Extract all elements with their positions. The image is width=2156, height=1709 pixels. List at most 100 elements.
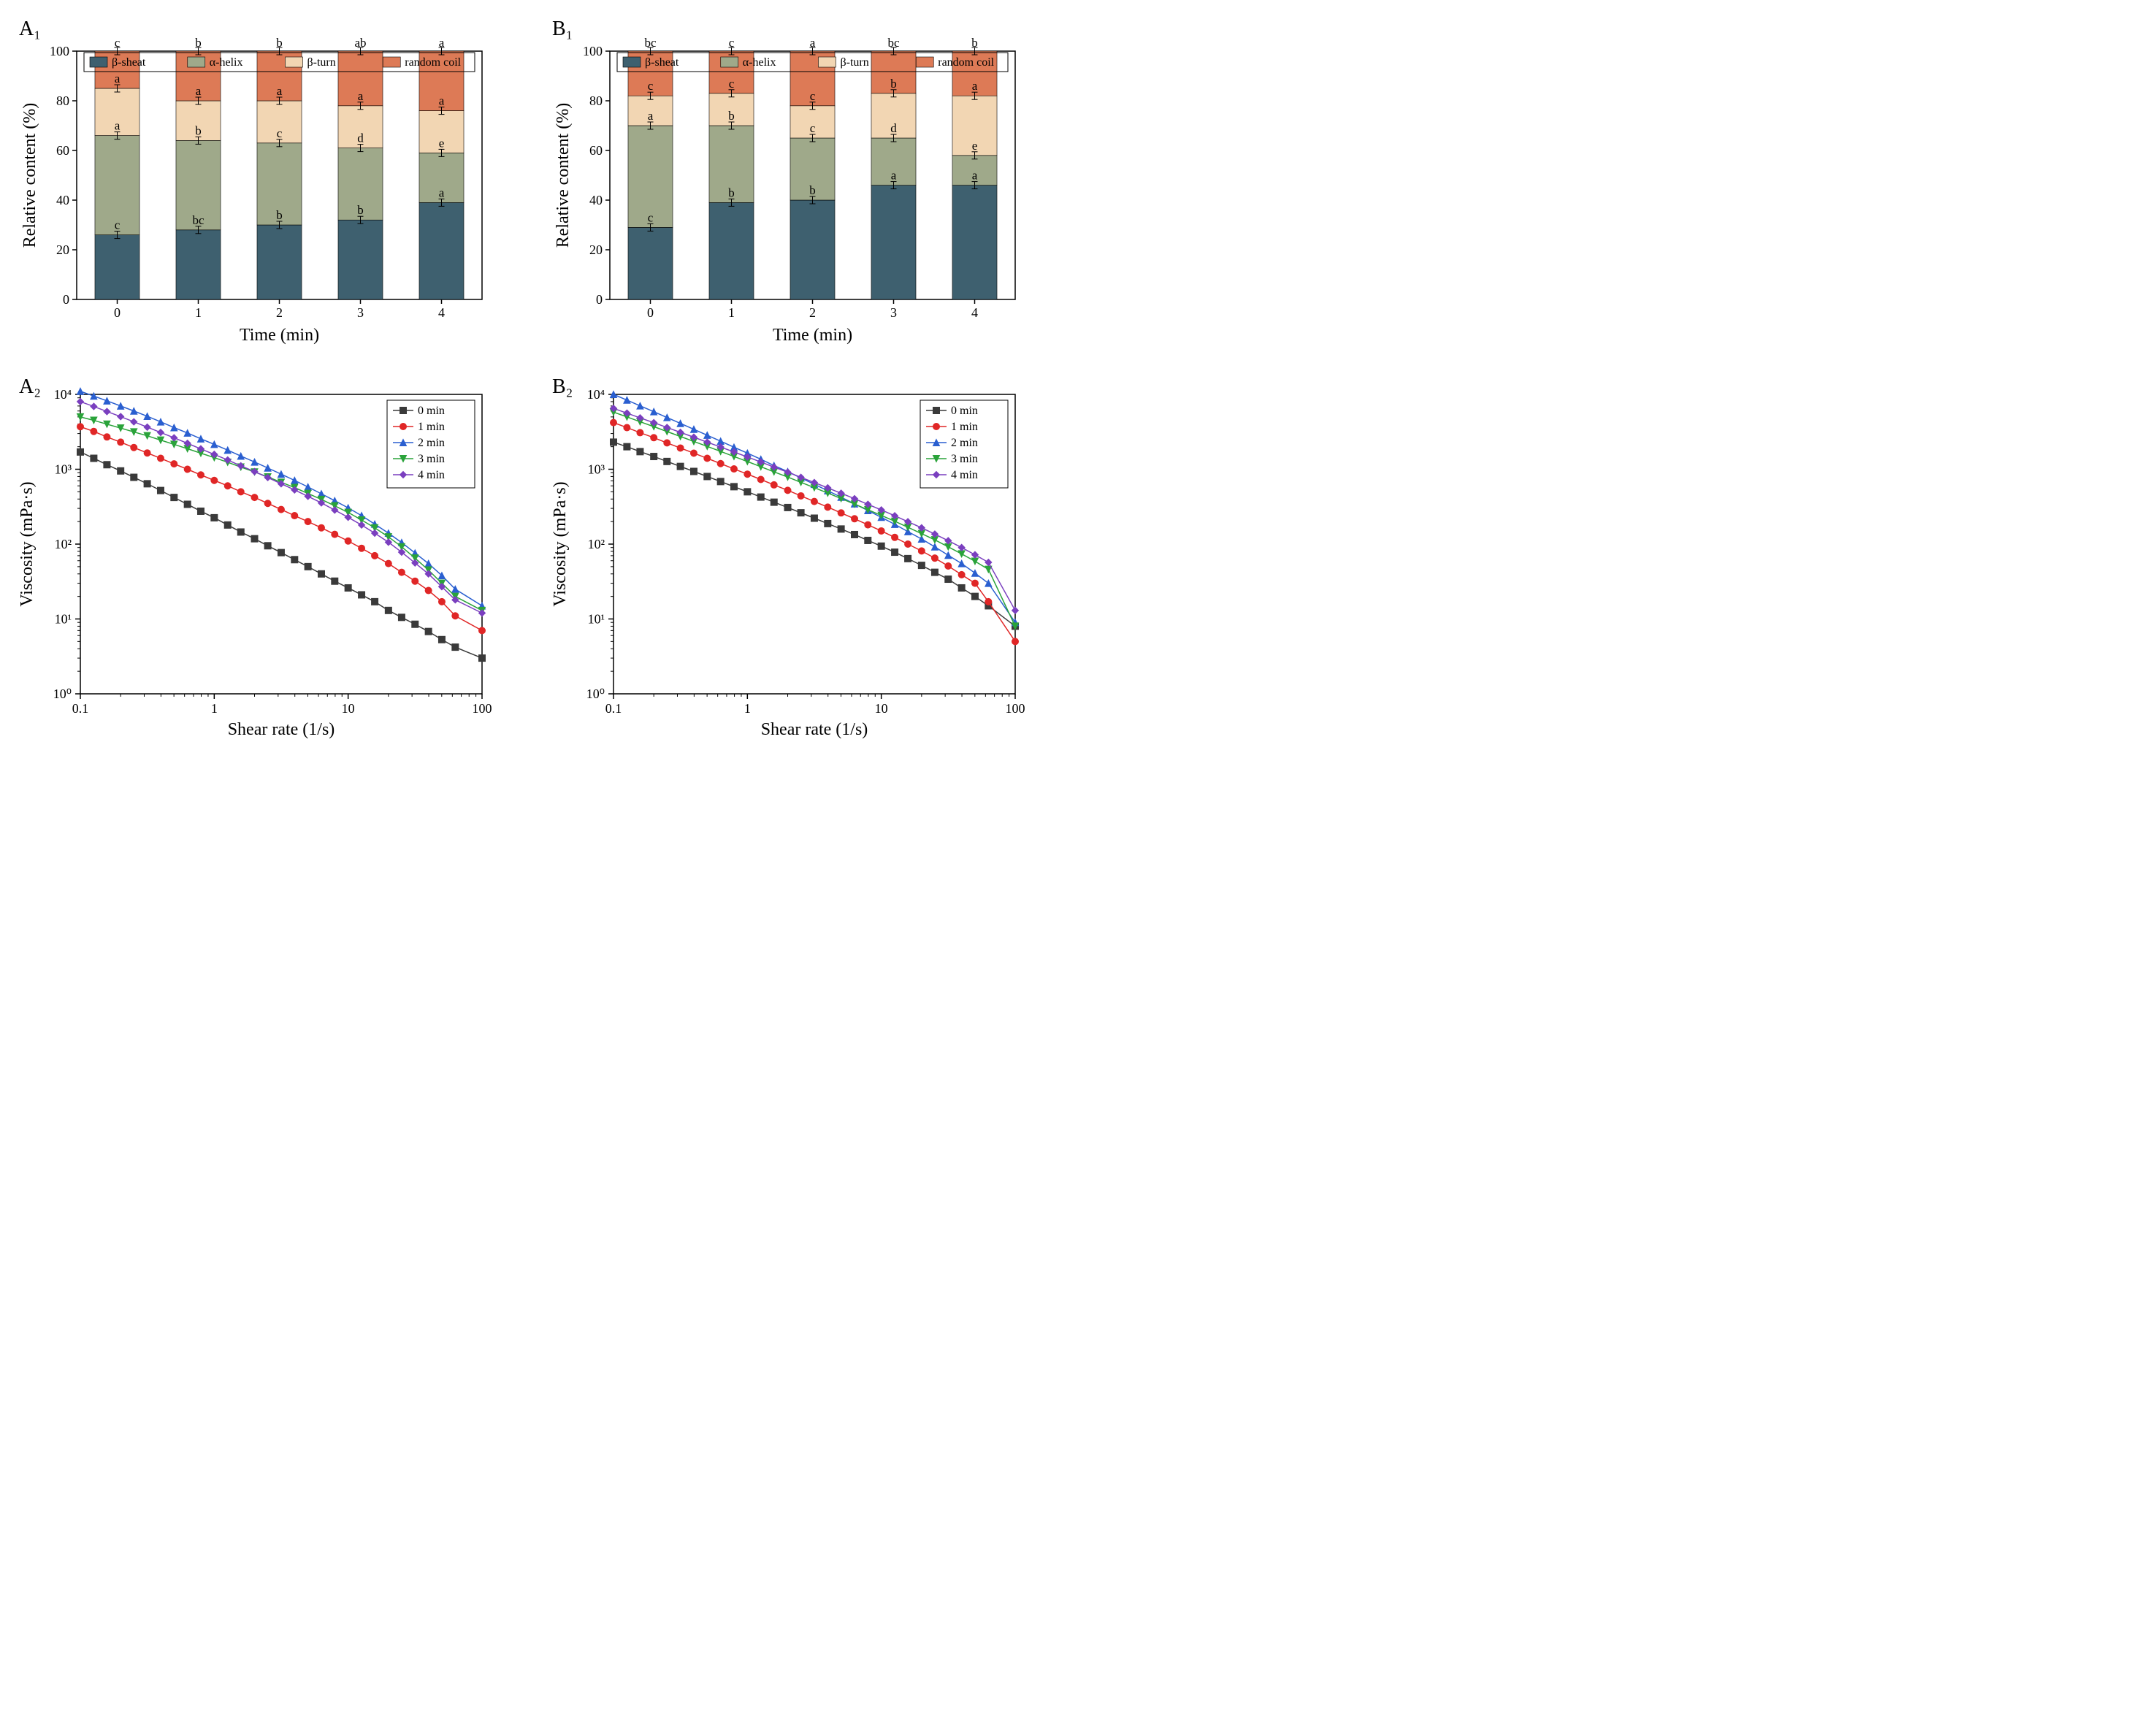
- svg-text:1: 1: [195, 305, 202, 320]
- svg-text:10¹: 10¹: [55, 612, 72, 627]
- svg-text:10⁴: 10⁴: [54, 387, 72, 402]
- svg-text:a: a: [891, 169, 897, 183]
- svg-text:d: d: [357, 131, 364, 145]
- svg-text:β-turn: β-turn: [307, 56, 336, 69]
- svg-text:b: b: [728, 109, 735, 123]
- svg-text:0: 0: [114, 305, 121, 320]
- svg-text:4 min: 4 min: [418, 469, 445, 481]
- svg-text:d: d: [890, 121, 897, 135]
- svg-text:40: 40: [589, 193, 603, 207]
- svg-text:b: b: [890, 77, 897, 91]
- svg-text:0.1: 0.1: [72, 701, 89, 716]
- panel-B1: B₁ 0 20 40 60 80 100 Relative content (%) Time …: [548, 15, 1037, 351]
- panel-label-A2: A₂: [19, 375, 41, 399]
- svg-text:a: a: [196, 84, 202, 98]
- panel-B2: B₂ 0.111010010⁰10¹10²10³10⁴Shear rate (1…: [548, 372, 1037, 745]
- svg-text:a: a: [972, 169, 978, 183]
- svg-text:b: b: [195, 123, 202, 137]
- svg-text:0: 0: [647, 305, 654, 320]
- svg-text:c: c: [729, 77, 735, 91]
- svg-text:Shear rate (1/s): Shear rate (1/s): [228, 720, 335, 739]
- svg-text:Time (min): Time (min): [240, 326, 319, 345]
- svg-text:100: 100: [473, 701, 492, 716]
- svg-text:80: 80: [56, 93, 69, 108]
- chart-A1: 020406080100Relative content (%)Time (mi…: [15, 15, 497, 351]
- svg-text:a: a: [115, 119, 121, 133]
- svg-text:10¹: 10¹: [588, 612, 605, 627]
- svg-text:10³: 10³: [588, 462, 605, 477]
- svg-text:Relative content (%): Relative content (%): [20, 103, 39, 248]
- svg-text:1 min: 1 min: [951, 421, 978, 433]
- svg-text:1: 1: [744, 701, 751, 716]
- svg-text:α-helix: α-helix: [743, 56, 776, 69]
- svg-text:c: c: [277, 126, 283, 140]
- svg-text:60: 60: [56, 143, 69, 158]
- svg-text:100: 100: [1006, 701, 1025, 716]
- svg-text:3: 3: [890, 305, 897, 320]
- svg-text:1: 1: [728, 305, 735, 320]
- svg-text:0 min: 0 min: [951, 405, 978, 417]
- svg-text:1 min: 1 min: [418, 421, 445, 433]
- svg-text:Shear rate (1/s): Shear rate (1/s): [761, 720, 868, 739]
- svg-text:3: 3: [357, 305, 364, 320]
- svg-text:20: 20: [56, 242, 69, 257]
- svg-text:β-sheat: β-sheat: [112, 56, 146, 69]
- svg-text:10⁰: 10⁰: [53, 687, 72, 701]
- svg-text:bc: bc: [192, 213, 204, 227]
- svg-text:b: b: [276, 208, 283, 222]
- svg-text:0.1: 0.1: [605, 701, 622, 716]
- chart-B1: 0 20 40 60 80 100 Relative content (%) Time (mi…: [548, 15, 1030, 351]
- svg-text:random coil: random coil: [405, 56, 461, 69]
- svg-text:10²: 10²: [55, 537, 72, 551]
- panel-A2: A₂ 0.111010010⁰10¹10²10³10⁴Shear rate (1…: [15, 372, 504, 745]
- svg-text:random coil: random coil: [938, 56, 994, 69]
- svg-text:40: 40: [56, 193, 69, 207]
- figure-grid: A₁ 020406080100Relative content (%)Time …: [15, 15, 1037, 745]
- svg-text:a: a: [439, 186, 445, 199]
- svg-text:0: 0: [63, 292, 69, 307]
- svg-text:a: a: [439, 94, 445, 108]
- svg-text:100: 100: [50, 44, 69, 58]
- svg-text:60: 60: [589, 143, 603, 158]
- svg-text:2 min: 2 min: [951, 437, 978, 449]
- svg-text:β-turn: β-turn: [841, 56, 869, 69]
- svg-text:a: a: [972, 79, 978, 93]
- svg-text:10²: 10²: [588, 537, 605, 551]
- svg-text:c: c: [648, 210, 654, 224]
- svg-text:c: c: [810, 89, 816, 103]
- svg-text:0: 0: [596, 292, 603, 307]
- svg-text:c: c: [648, 79, 654, 93]
- svg-text:β-sheat: β-sheat: [645, 56, 679, 69]
- chart-A2: 0.111010010⁰10¹10²10³10⁴Shear rate (1/s)…: [15, 372, 497, 745]
- svg-text:4: 4: [438, 305, 445, 320]
- svg-text:a: a: [277, 84, 283, 98]
- svg-text:10: 10: [875, 701, 888, 716]
- svg-text:2: 2: [276, 305, 283, 320]
- svg-text:3 min: 3 min: [951, 453, 978, 465]
- panel-label-B2: B₂: [552, 375, 573, 399]
- svg-text:Viscosity (mPa·s): Viscosity (mPa·s): [18, 481, 37, 606]
- svg-text:a: a: [358, 89, 364, 103]
- panel-label-B1: B₁: [552, 18, 573, 41]
- chart-B2: 0.111010010⁰10¹10²10³10⁴Shear rate (1/s)…: [548, 372, 1030, 745]
- svg-text:a: a: [115, 72, 121, 85]
- svg-text:c: c: [115, 218, 121, 232]
- svg-text:e: e: [972, 139, 978, 153]
- svg-text:100: 100: [583, 44, 603, 58]
- svg-text:c: c: [810, 121, 816, 135]
- panel-A1: A₁ 020406080100Relative content (%)Time …: [15, 15, 504, 351]
- svg-text:10³: 10³: [55, 462, 72, 477]
- svg-text:e: e: [439, 136, 445, 150]
- svg-text:Time (min): Time (min): [773, 326, 852, 345]
- svg-text:4 min: 4 min: [951, 469, 978, 481]
- svg-text:b: b: [809, 183, 816, 197]
- svg-text:Relative content (%): Relative content (%): [554, 103, 573, 248]
- svg-text:2 min: 2 min: [418, 437, 445, 449]
- svg-text:b: b: [728, 186, 735, 199]
- svg-text:0 min: 0 min: [418, 405, 445, 417]
- svg-text:α-helix: α-helix: [210, 56, 243, 69]
- svg-text:10⁴: 10⁴: [587, 387, 605, 402]
- svg-text:20: 20: [589, 242, 603, 257]
- svg-text:80: 80: [589, 93, 603, 108]
- svg-text:10: 10: [342, 701, 355, 716]
